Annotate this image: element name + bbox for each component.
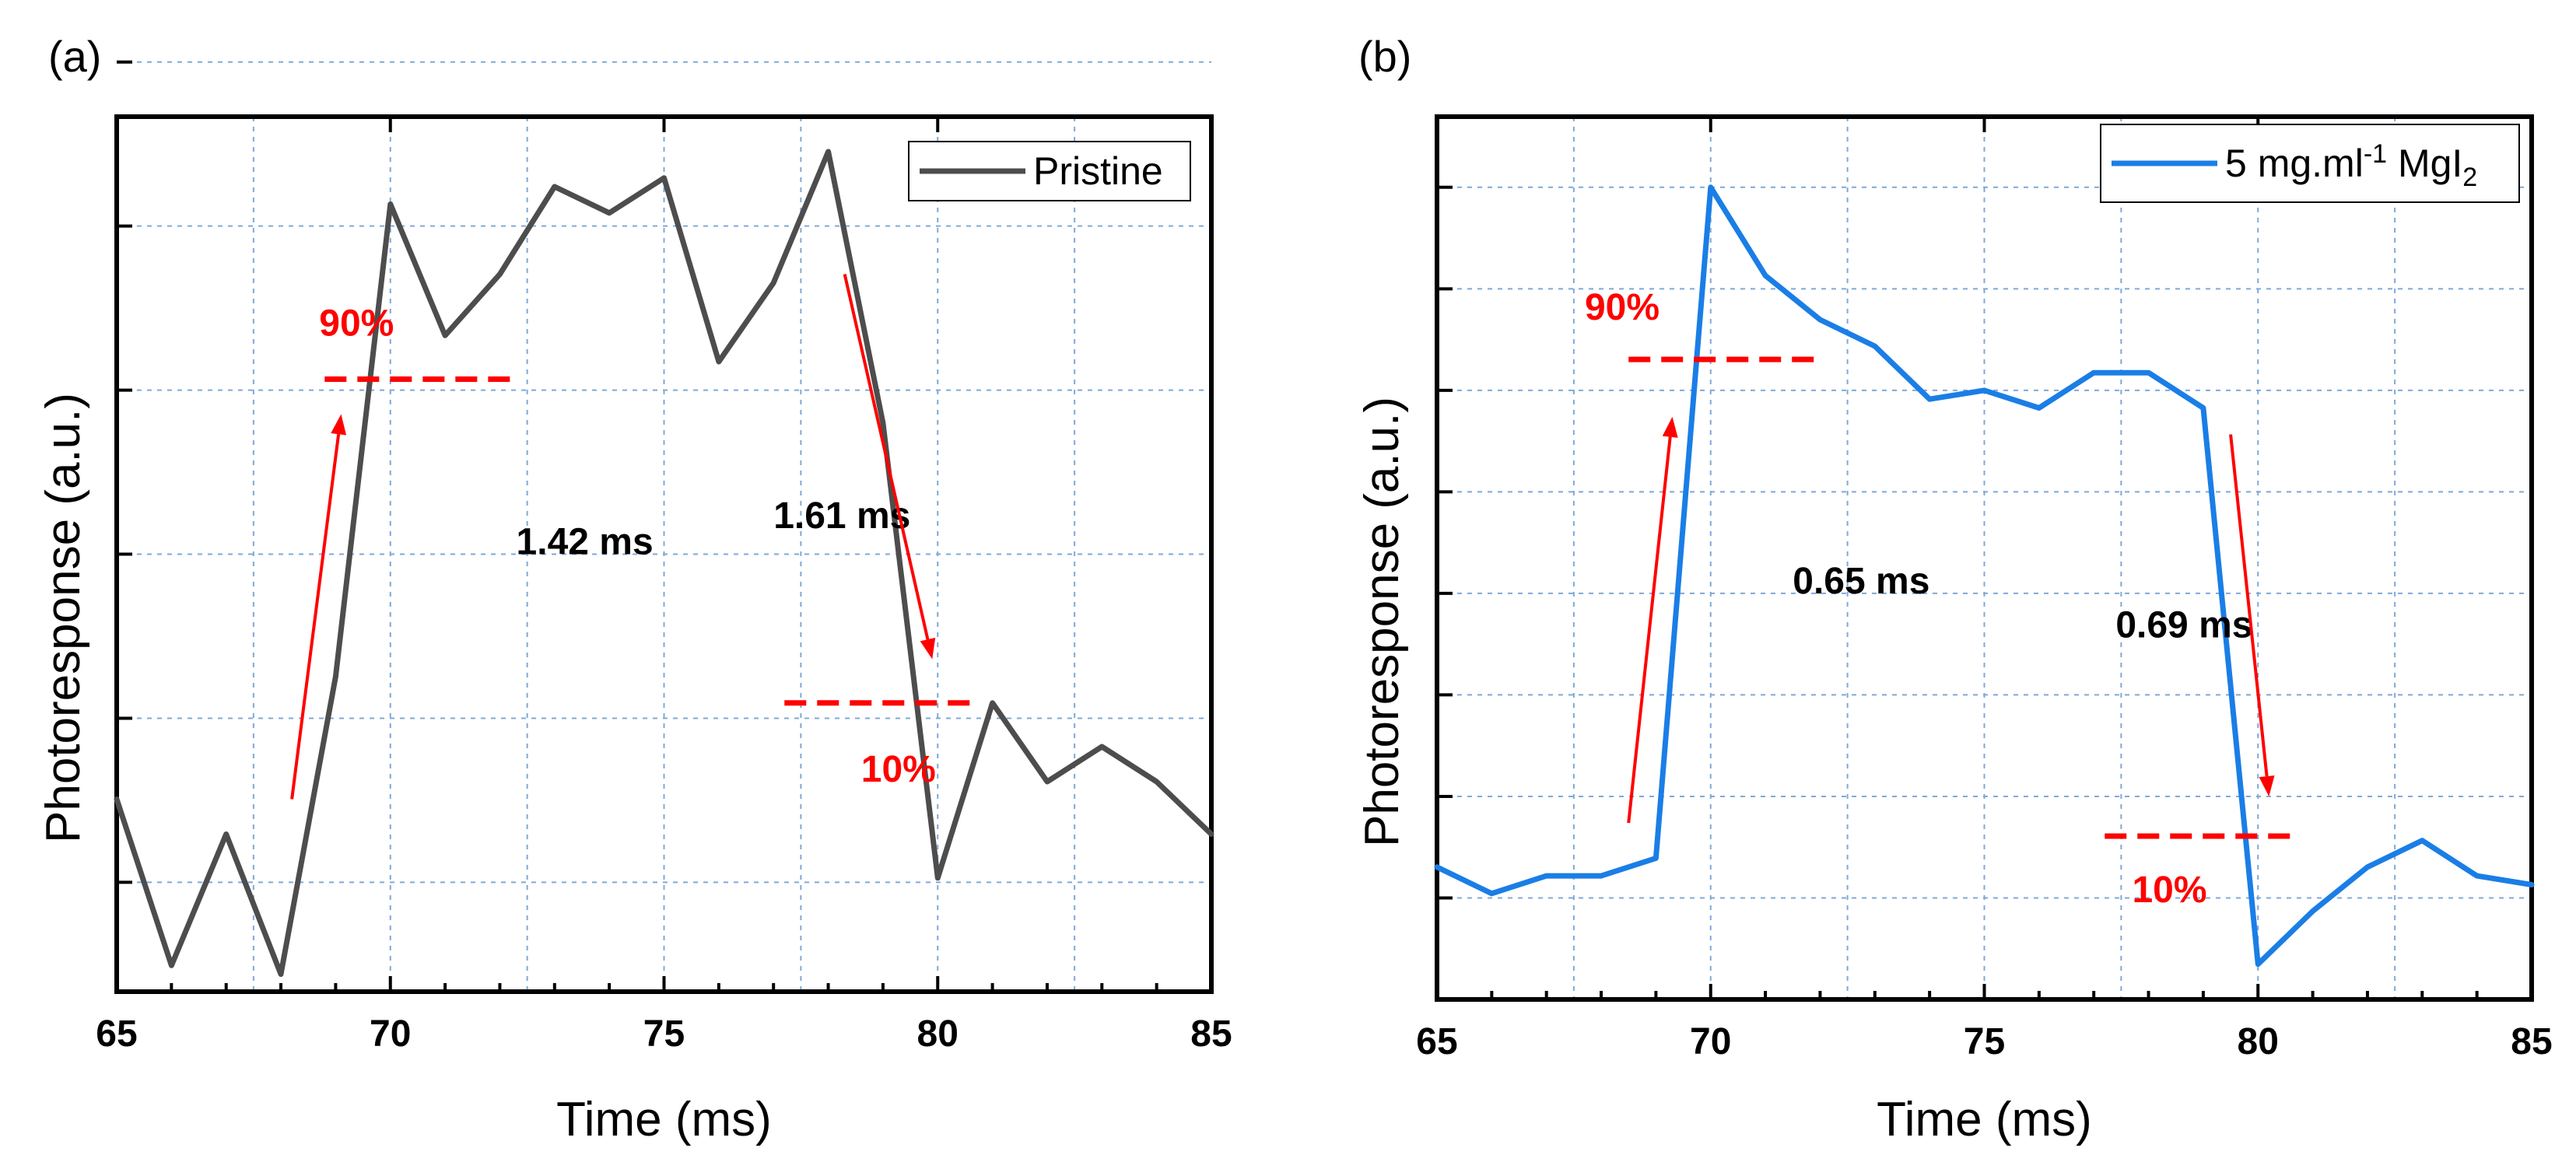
x-tick-label: 70 xyxy=(370,1013,411,1055)
data-point xyxy=(1155,780,1158,783)
fall-arrow-shaft xyxy=(2229,434,2269,777)
panel-label: (b) xyxy=(1358,32,1411,81)
data-point xyxy=(827,150,830,153)
label-10-percent: 10% xyxy=(2132,870,2206,911)
data-point xyxy=(2366,866,2369,869)
legend: 5 mg.ml-1 MgI2 xyxy=(2100,124,2520,203)
data-point xyxy=(1818,318,1821,321)
data-point xyxy=(443,334,447,337)
fall-arrow-head xyxy=(920,637,936,660)
data-point xyxy=(1983,389,1985,392)
data-point xyxy=(2476,874,2479,877)
rise-time-label: 1.42 ms xyxy=(517,522,654,563)
data-point xyxy=(936,877,939,880)
data-point xyxy=(1928,397,1931,401)
data-point xyxy=(1435,866,1439,869)
data-point xyxy=(1545,874,1548,877)
x-axis-label: Time (ms) xyxy=(556,1093,772,1146)
data-point xyxy=(225,833,228,835)
grid xyxy=(117,61,1211,992)
data-point xyxy=(1100,745,1103,748)
x-tick-label: 75 xyxy=(1964,1021,2005,1062)
data-point xyxy=(1764,274,1767,277)
fall-arrow-shaft xyxy=(843,274,930,640)
x-tick-label: 80 xyxy=(917,1013,959,1055)
x-tick-label: 70 xyxy=(1690,1021,1731,1062)
legend-label: 5 mg.ml-1 MgI2 xyxy=(2225,139,2477,192)
label-10-percent: 10% xyxy=(861,749,936,790)
label-90-percent: 90% xyxy=(1585,287,1660,328)
panel-b: 65 70 75 80 85 Time (ms) Photoresponse (a.u.) (… xyxy=(1355,32,2553,1146)
fall-arrow-head xyxy=(2259,775,2275,796)
rise-arrow-head xyxy=(1662,416,1678,438)
panel-a: 65 70 75 80 85 Time (ms) Photoresponse (a.u.) (… xyxy=(37,32,1232,1146)
rise-time-label: 0.65 ms xyxy=(1793,561,1929,602)
data-point xyxy=(279,973,282,975)
data-point xyxy=(115,798,118,800)
data-point xyxy=(2311,910,2315,912)
data-point xyxy=(2147,371,2150,374)
data-point xyxy=(2202,407,2205,410)
data-point xyxy=(334,675,337,678)
data-point xyxy=(772,282,775,285)
x-tick-label: 85 xyxy=(2511,1021,2552,1062)
data-point xyxy=(2530,883,2533,886)
data-point xyxy=(2038,407,2041,410)
rise-arrow-shaft xyxy=(1627,436,1672,824)
legend-label: Pristine xyxy=(1033,149,1163,193)
data-point xyxy=(663,177,665,180)
x-axis-label: Time (ms) xyxy=(1877,1093,2092,1146)
data-point xyxy=(498,273,501,275)
data-point xyxy=(1709,186,1712,189)
data-point xyxy=(553,185,556,188)
x-tick-label: 80 xyxy=(2238,1021,2279,1062)
data-point xyxy=(1654,856,1657,859)
fall-time-label: 1.61 ms xyxy=(773,495,910,537)
x-tick-label: 85 xyxy=(1190,1013,1232,1055)
legend: Pristine xyxy=(908,141,1191,201)
data-point xyxy=(1046,780,1049,783)
rise-arrow-shaft xyxy=(290,434,341,800)
x-tick-label: 65 xyxy=(1416,1021,1457,1062)
data-point xyxy=(389,203,392,205)
data-point xyxy=(881,422,885,425)
data-point xyxy=(1873,345,1877,348)
data-point xyxy=(2420,839,2424,842)
data-point xyxy=(1210,833,1213,835)
data-point xyxy=(2256,963,2259,966)
x-tick-label: 65 xyxy=(96,1013,137,1055)
rise-arrow-head xyxy=(331,414,347,436)
x-tick-label: 75 xyxy=(643,1013,685,1055)
y-axis-label: Photoresponse (a.u.) xyxy=(37,393,90,843)
fall-time-label: 0.69 ms xyxy=(2115,605,2252,646)
data-point xyxy=(991,702,994,705)
data-point xyxy=(1490,892,1493,895)
y-axis-label: Photoresponse (a.u.) xyxy=(1355,397,1409,847)
label-90-percent: 90% xyxy=(319,303,394,344)
data-point xyxy=(2092,371,2095,374)
data-point xyxy=(608,212,611,215)
data-point xyxy=(1600,874,1603,877)
data-point xyxy=(170,964,173,967)
panel-label: (a) xyxy=(48,32,101,81)
data-point xyxy=(717,360,720,363)
